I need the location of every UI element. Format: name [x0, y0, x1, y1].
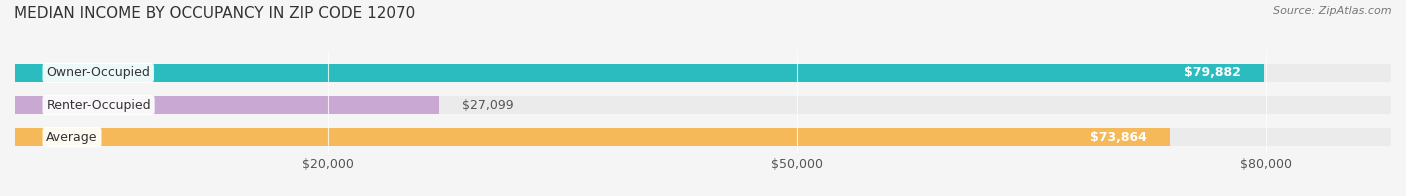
Bar: [15, 96, 1391, 114]
Bar: [15, 64, 1264, 82]
Text: $73,864: $73,864: [1090, 131, 1146, 144]
Bar: [15, 64, 1391, 82]
Text: $79,882: $79,882: [1184, 66, 1240, 79]
Text: Owner-Occupied: Owner-Occupied: [46, 66, 150, 79]
Text: $27,099: $27,099: [463, 99, 513, 112]
Bar: [15, 128, 1170, 146]
Text: Average: Average: [46, 131, 98, 144]
Text: Renter-Occupied: Renter-Occupied: [46, 99, 150, 112]
Bar: [15, 128, 1391, 146]
Bar: [15, 96, 439, 114]
Text: Source: ZipAtlas.com: Source: ZipAtlas.com: [1274, 6, 1392, 16]
Text: MEDIAN INCOME BY OCCUPANCY IN ZIP CODE 12070: MEDIAN INCOME BY OCCUPANCY IN ZIP CODE 1…: [14, 6, 415, 21]
